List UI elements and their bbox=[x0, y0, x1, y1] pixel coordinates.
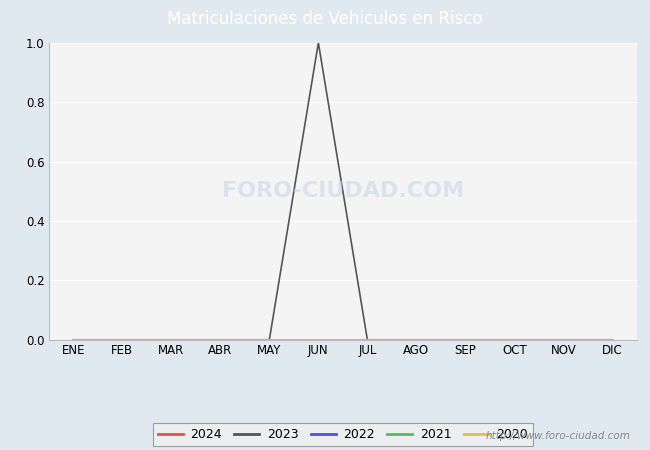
Text: http://www.foro-ciudad.com: http://www.foro-ciudad.com bbox=[486, 431, 630, 441]
Text: Matriculaciones de Vehiculos en Risco: Matriculaciones de Vehiculos en Risco bbox=[167, 10, 483, 28]
Text: FORO-CIUDAD.COM: FORO-CIUDAD.COM bbox=[222, 181, 464, 201]
Legend: 2024, 2023, 2022, 2021, 2020: 2024, 2023, 2022, 2021, 2020 bbox=[153, 423, 533, 446]
